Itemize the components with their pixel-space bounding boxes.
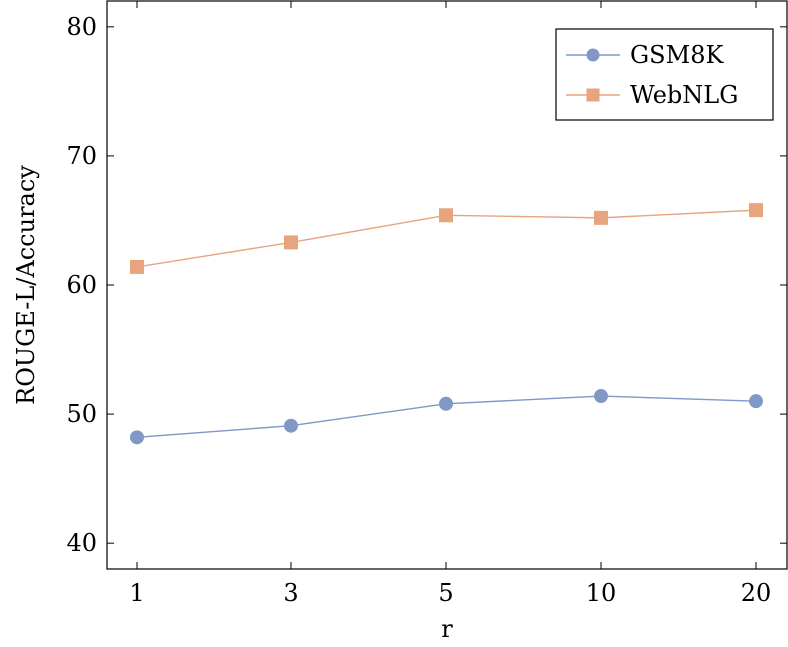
data-point-gsm8k xyxy=(594,389,608,404)
x-tick-label: 10 xyxy=(586,579,617,607)
data-point-webnlg xyxy=(284,235,298,250)
legend-marker-gsm8k xyxy=(586,48,600,62)
data-point-gsm8k xyxy=(130,430,144,445)
y-axis-ticks: 40 50 60 70 80 xyxy=(66,13,787,557)
y-tick-label: 70 xyxy=(66,142,97,170)
y-tick-label: 60 xyxy=(66,271,97,299)
x-axis-label: r xyxy=(441,615,453,643)
data-point-webnlg xyxy=(594,210,608,225)
x-axis-ticks: 1 3 5 10 20 xyxy=(129,1,771,607)
x-tick-label: 1 xyxy=(129,579,144,607)
data-point-webnlg xyxy=(439,208,453,223)
data-point-webnlg xyxy=(130,259,144,274)
data-point-gsm8k xyxy=(284,418,298,433)
legend: GSM8K WebNLG xyxy=(555,28,774,121)
x-tick-label: 20 xyxy=(741,579,772,607)
x-tick-label: 3 xyxy=(283,579,298,607)
legend-label-webnlg: WebNLG xyxy=(630,81,738,109)
y-tick-label: 40 xyxy=(66,529,97,557)
legend-box xyxy=(555,28,774,121)
y-tick-label: 50 xyxy=(66,400,97,428)
legend-marker-webnlg xyxy=(586,88,600,102)
legend-label-gsm8k: GSM8K xyxy=(630,41,724,69)
x-tick-label: 5 xyxy=(438,579,453,607)
series-layer xyxy=(130,203,763,445)
y-axis-label: ROUGE-L/Accuracy xyxy=(12,165,40,405)
legend-items: GSM8K WebNLG xyxy=(566,41,738,109)
data-point-gsm8k xyxy=(749,394,763,409)
y-tick-label: 80 xyxy=(66,13,97,41)
data-point-gsm8k xyxy=(439,396,453,411)
data-point-webnlg xyxy=(749,203,763,218)
